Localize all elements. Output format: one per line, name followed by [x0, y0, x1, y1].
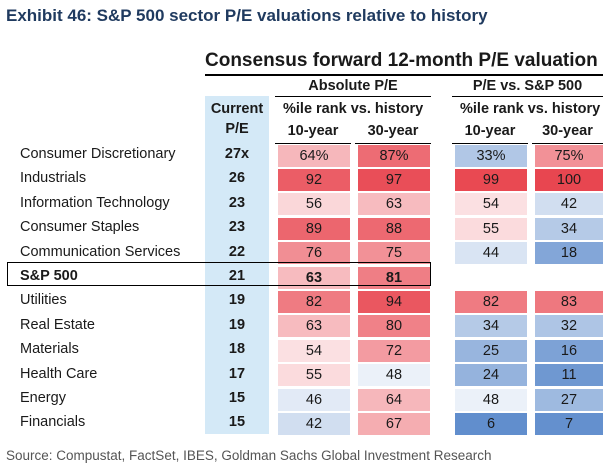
- current-pe-value: 21: [228, 268, 246, 284]
- current-pe-value: 15: [228, 414, 246, 431]
- current-pe-value: 23: [228, 219, 246, 236]
- heatmap-cell-abs10: 64%: [278, 144, 350, 167]
- heatmap-cell-rel30: 34: [535, 217, 603, 240]
- heatmap-cell-rel10: 48: [455, 388, 527, 411]
- heatmap-cell-abs30: 72: [358, 339, 430, 362]
- heatmap-cell-abs10: 56: [278, 193, 350, 216]
- current-pe-value: 19: [228, 292, 246, 309]
- exhibit-title: Exhibit 46: S&P 500 sector P/E valuation…: [6, 6, 488, 25]
- heatmap-cell-abs30: 94: [358, 290, 430, 313]
- current-pe-value: 19: [228, 316, 246, 333]
- relative-header-rule: [452, 96, 603, 97]
- heatmap-cell-abs30: 81: [358, 266, 430, 289]
- heatmap-cell-rel30: 100: [535, 168, 603, 191]
- heatmap-cell-rel10: 34: [455, 315, 527, 338]
- heatmap-cell-rel30: 7: [535, 412, 603, 435]
- absolute-header-rule: [275, 96, 431, 97]
- heatmap-cell-rel30: 18: [535, 242, 603, 265]
- column-header-abs-10y: 10-year: [287, 123, 339, 139]
- absolute-subheader: %ile rank vs. history: [283, 101, 424, 117]
- heatmap-cell-rel30: 27: [535, 388, 603, 411]
- relative-pe-header: P/E vs. S&P 500: [472, 78, 583, 94]
- heatmap-cell-abs30: 48: [358, 364, 430, 387]
- current-pe-value: 23: [228, 194, 246, 211]
- heatmap-cell-abs30: 88: [358, 217, 430, 240]
- row-label: Materials: [20, 341, 79, 358]
- heatmap-cell-abs30: 80: [358, 315, 430, 338]
- chart-title: Consensus forward 12-month P/E valuation: [205, 50, 598, 71]
- current-pe-value: 17: [228, 365, 246, 382]
- heatmap-cell-abs30: 75: [358, 242, 430, 265]
- heatmap-cell-rel10: 55: [455, 217, 527, 240]
- row-label: Utilities: [20, 292, 67, 309]
- heatmap-cell-abs10: 82: [278, 290, 350, 313]
- current-pe-header-line2: P/E: [225, 121, 249, 137]
- heatmap-cell-rel30: 42: [535, 193, 603, 216]
- row-label: Information Technology: [20, 194, 170, 211]
- heatmap-cell-rel10: 44: [455, 242, 527, 265]
- row-label: Real Estate: [20, 316, 95, 333]
- column-header-rel-10y: 10-year: [464, 123, 516, 139]
- row-label: Health Care: [20, 365, 98, 382]
- current-pe-value: 15: [228, 390, 246, 406]
- row-label: Energy: [20, 390, 66, 406]
- heatmap-cell-abs30: 87%: [358, 144, 430, 167]
- row-label: Consumer Staples: [20, 219, 140, 236]
- heatmap-cell-rel10: 6: [455, 412, 527, 435]
- row-label: S&P 500: [20, 268, 78, 284]
- heatmap-cell-rel10: 54: [455, 193, 527, 216]
- heatmap-cell-abs30: 97: [358, 168, 430, 191]
- heatmap-cell-abs30: 63: [358, 193, 430, 216]
- relative-subheader: %ile rank vs. history: [460, 101, 601, 117]
- column-rule-abs-10y: [275, 143, 351, 144]
- heatmap-cell-abs10: 76: [278, 242, 350, 265]
- heatmap-cell-abs10: 63: [278, 266, 350, 289]
- column-rule-rel-10y: [452, 143, 528, 144]
- title-rule: [205, 74, 603, 76]
- heatmap-cell-rel10: 25: [455, 339, 527, 362]
- column-header-rel-30y: 30-year: [542, 123, 593, 139]
- current-pe-column-shade: [205, 96, 269, 434]
- heatmap-cell-rel30: 32: [535, 315, 603, 338]
- heatmap-cell-abs10: 92: [278, 168, 350, 191]
- heatmap-cell-rel30: 75%: [535, 144, 603, 167]
- current-pe-header-line1: Current: [210, 101, 264, 117]
- heatmap-cell-rel30: 11: [535, 364, 603, 387]
- source-note: Source: Compustat, FactSet, IBES, Goldma…: [6, 448, 492, 463]
- current-pe-value: 26: [228, 170, 246, 187]
- heatmap-cell-rel30: 16: [535, 339, 603, 362]
- column-header-abs-30y: 30-year: [367, 123, 419, 139]
- heatmap-cell-abs10: 89: [278, 217, 350, 240]
- column-rule-rel-30y: [532, 143, 603, 144]
- heatmap-cell-rel10: 24: [455, 364, 527, 387]
- current-pe-value: 27x: [224, 146, 250, 162]
- heatmap-cell-rel10: 33%: [455, 144, 527, 167]
- current-pe-value: 18: [228, 341, 246, 358]
- heatmap-cell-rel30: 83: [535, 290, 603, 313]
- heatmap-cell-abs30: 64: [358, 388, 430, 411]
- sp500-row-outline: [7, 262, 431, 286]
- heatmap-cell-abs10: 63: [278, 315, 350, 338]
- heatmap-cell-abs30: 67: [358, 412, 430, 435]
- current-pe-value: 22: [228, 243, 246, 260]
- column-rule-abs-30y: [355, 143, 431, 144]
- row-label: Consumer Discretionary: [20, 146, 176, 162]
- heatmap-cell-rel10: 99: [455, 168, 527, 191]
- row-label: Industrials: [20, 170, 87, 187]
- heatmap-cell-abs10: 54: [278, 339, 350, 362]
- heatmap-cell-abs10: 42: [278, 412, 350, 435]
- heatmap-cell-abs10: 46: [278, 388, 350, 411]
- row-label: Communication Services: [20, 243, 181, 260]
- absolute-pe-header: Absolute P/E: [308, 78, 398, 94]
- heatmap-cell-abs10: 55: [278, 364, 350, 387]
- row-label: Financials: [20, 414, 86, 431]
- heatmap-cell-rel10: 82: [455, 290, 527, 313]
